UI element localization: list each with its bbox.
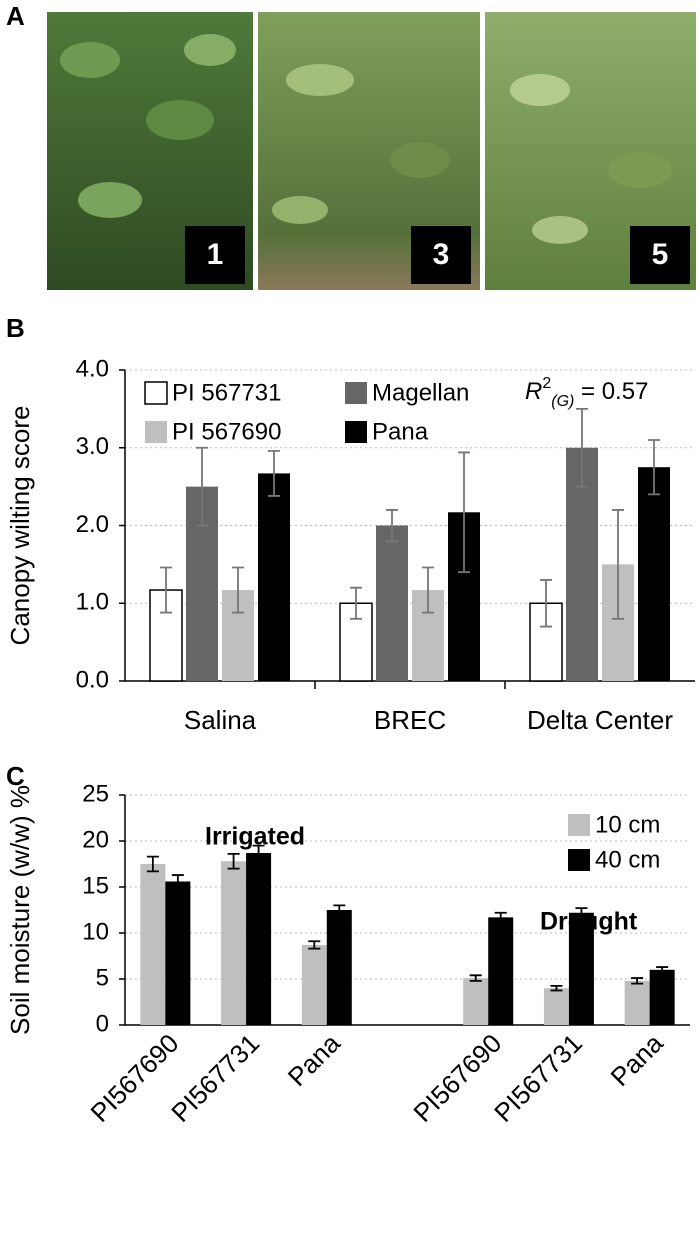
x-tick-label: Pana [605,1028,670,1093]
legend-label: Pana [372,418,429,445]
legend-label: PI 567690 [172,418,281,445]
photo-label-box [411,226,471,284]
panel-label: A [6,1,25,31]
legend-swatch [345,382,367,404]
bar [221,861,247,1025]
y-tick-label: 10 [82,918,109,945]
bar [463,978,489,1025]
error-bar [550,985,563,992]
y-tick-label: 4.0 [76,355,109,382]
y-tick-label: 15 [82,872,109,899]
error-bar [308,940,321,950]
photo-label: 1 [207,238,224,271]
x-tick-label: PI567690 [407,1028,507,1128]
bar [543,988,569,1025]
error-bar [469,974,482,982]
y-tick-label: 3.0 [76,433,109,460]
error-bar [252,844,265,862]
error-bar [656,966,669,974]
bar [301,944,327,1025]
x-tick-label: PI567731 [165,1028,265,1128]
error-bar [171,874,184,889]
annotation: Irrigated [205,823,305,851]
bar [258,473,290,681]
error-bar [648,439,660,496]
annotation-part: = 0.57 [574,378,648,405]
y-tick-label: 20 [82,826,109,853]
error-bar [268,449,280,497]
bar [376,525,408,681]
legend-swatch [568,849,590,871]
annotation-part: 2 [542,375,551,392]
photo-label-box [630,226,690,284]
bar [140,864,166,1025]
legend-swatch [144,381,168,405]
y-tick-label: 2.0 [76,511,109,538]
x-tick-label: BREC [374,705,446,735]
panel-label: B [6,313,25,343]
legend-swatch [345,421,367,443]
error-bar [612,509,624,620]
error-bar [575,907,588,919]
photo-label: 5 [652,238,669,271]
y-tick-label: 0 [96,1010,109,1037]
legend-label: Magellan [372,379,469,406]
error-bar [227,852,240,870]
bar [165,881,191,1025]
panel-label: C [6,761,25,791]
bar [246,852,272,1025]
error-bar [146,855,159,873]
bar [649,969,675,1025]
annotation: R2(G) = 0.57 [525,375,648,410]
y-axis-label: Soil moisture (w/w) % [5,785,35,1035]
error-bar [196,446,208,527]
error-bar [494,911,507,923]
legend-label: 40 cm [595,846,660,873]
legend-label: PI 567731 [172,379,281,406]
error-bar [350,586,362,620]
y-tick-label: 5 [96,964,109,991]
annotation-part: R [525,378,542,405]
x-tick-label: PI567690 [85,1028,185,1128]
bar [568,912,594,1025]
x-tick-label: PI567731 [488,1028,588,1128]
bar [624,980,650,1025]
x-tick-label: Salina [184,705,257,735]
annotation: Drought [540,908,638,936]
error-bar [631,977,644,985]
photo-label: 3 [433,238,450,271]
photo-label-box [185,226,245,284]
legend-swatch [145,421,167,443]
error-bar [232,566,244,614]
photo [47,12,253,290]
annotation-part: (G) [551,393,574,410]
y-tick-label: 1.0 [76,589,109,616]
error-bar [576,407,588,488]
error-bar [333,904,346,916]
bar [488,917,514,1025]
y-tick-label: 0.0 [76,666,109,693]
error-bar [386,509,398,542]
x-tick-label: Pana [282,1028,347,1093]
error-bar [458,451,470,574]
legend-label: 10 cm [595,811,660,838]
y-tick-label: 25 [82,780,109,807]
bar [638,467,670,681]
bar [326,910,352,1025]
error-bar [540,579,552,628]
error-bar [422,566,434,614]
error-bar [160,566,172,614]
y-axis-label: Canopy wilting score [5,406,35,646]
legend-swatch [568,814,590,836]
x-tick-label: Delta Center [527,705,673,735]
